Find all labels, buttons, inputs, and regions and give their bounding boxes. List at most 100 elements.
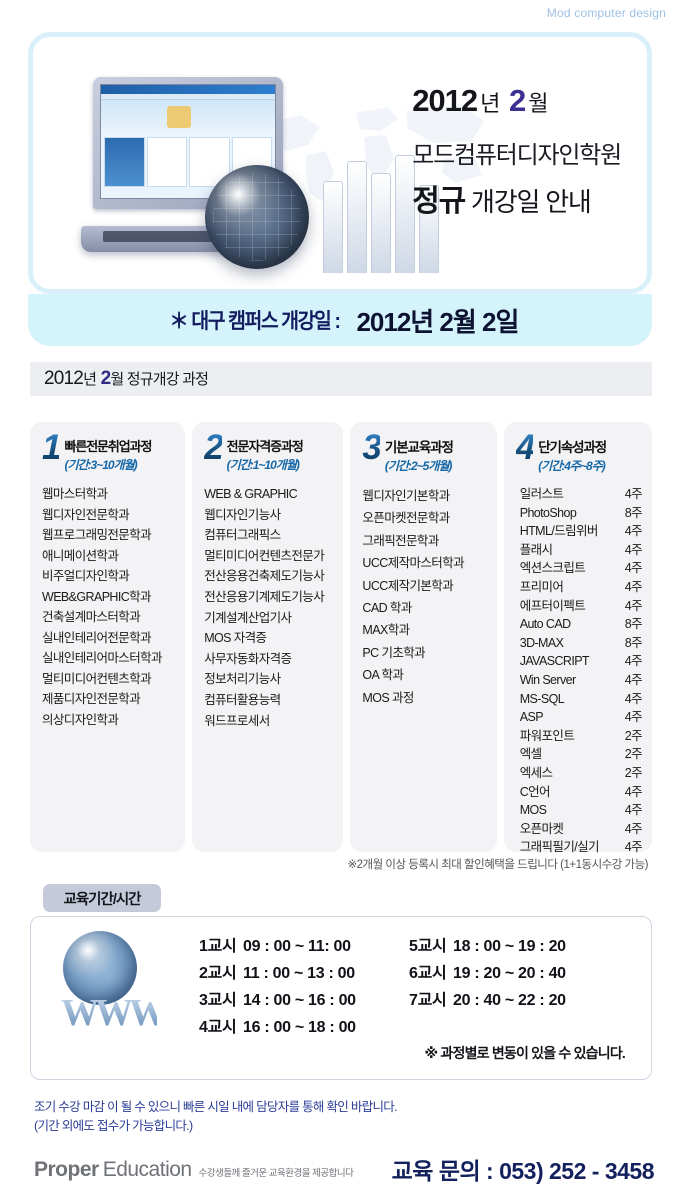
- list-item[interactable]: 컴퓨터활용능력: [204, 692, 281, 707]
- list-item[interactable]: 오픈마켓 4주: [516, 820, 643, 839]
- course-weeks: 4주: [624, 672, 643, 687]
- course-column-1-number: 1: [42, 428, 62, 467]
- course-column-2-number: 2: [204, 428, 224, 467]
- list-item[interactable]: 사무자동화자격증: [204, 651, 292, 666]
- list-item[interactable]: PC 기초학과: [362, 645, 426, 660]
- brand-logo: Proper Education 수강생들께 즐거운 교육환경을 제공합니다: [34, 1158, 354, 1182]
- list-item[interactable]: 건축설계마스터학과: [42, 610, 141, 624]
- schedule-box: WWW 1교시 09 : 00 ~ 11: 00 5교시 18 : 00 ~ 19 …: [30, 916, 652, 1080]
- course-weeks: 8주: [624, 505, 643, 520]
- list-item[interactable]: 웹디자인전문학과: [42, 507, 130, 522]
- course-column-3-number: 3: [362, 428, 382, 467]
- period-label: 7교시: [409, 992, 447, 1009]
- globe-illustration: [205, 165, 309, 269]
- list-item[interactable]: 실내인테리어전문학과: [42, 630, 152, 645]
- list-item[interactable]: MAX학과: [362, 623, 410, 638]
- course-name: 에프터이펙트: [519, 598, 586, 613]
- strip-month-unit: 월: [110, 371, 124, 388]
- list-item[interactable]: MS-SQL 4주: [516, 690, 643, 709]
- hero-month: 2: [509, 83, 526, 118]
- paper-stack-illustration: [323, 155, 443, 273]
- footer-notice-line1: 조기 수강 마감 이 될 수 있으니 빠른 시일 내에 담당자를 통해 확인 바…: [34, 1100, 398, 1114]
- list-item[interactable]: 웹디자인기능사: [204, 507, 281, 522]
- list-item[interactable]: WEB & GRAPHIC: [204, 487, 298, 501]
- list-item[interactable]: 정보처리기능사: [204, 672, 281, 687]
- list-item[interactable]: 멀티미디어컨텐츠학과: [42, 671, 152, 686]
- list-item[interactable]: ASP 4주: [516, 708, 643, 727]
- list-item[interactable]: 기계설계산업기사: [204, 610, 292, 625]
- course-columns: 1 빠른전문취업과정 (기간:3~10개월) 웹마스터학과 웹디자인전문학과 웹…: [30, 422, 652, 854]
- course-weeks: 4주: [624, 803, 643, 818]
- course-name: Auto CAD: [519, 617, 571, 632]
- course-weeks: 4주: [624, 542, 643, 557]
- list-item[interactable]: 의상디자인학과: [42, 712, 119, 727]
- list-item[interactable]: UCC제작기본학과: [362, 578, 454, 593]
- list-item[interactable]: MOS 과정: [362, 690, 414, 705]
- list-item[interactable]: 제품디자인전문학과: [42, 692, 141, 706]
- period-time: 11 : 00 ~ 13 : 00: [243, 965, 355, 982]
- list-item[interactable]: 오픈마켓전문학과: [362, 511, 450, 526]
- list-item[interactable]: Win Server 4주: [516, 671, 643, 690]
- list-item[interactable]: 웹디자인기본학과: [362, 489, 450, 503]
- list-item[interactable]: 일러스트 4주: [516, 485, 643, 504]
- course-weeks: 4주: [624, 710, 643, 725]
- schedule-row: 4교시 16 : 00 ~ 18 : 00: [199, 1014, 566, 1041]
- list-item[interactable]: 엑셀 2주: [516, 745, 643, 764]
- list-item[interactable]: 그래픽전문학과: [362, 533, 439, 548]
- list-item[interactable]: 웹마스터학과: [42, 487, 108, 501]
- course-name: 일러스트: [519, 487, 564, 501]
- list-item[interactable]: WEB&GRAPHIC학과: [42, 589, 152, 604]
- course-name: MS-SQL: [519, 691, 565, 706]
- list-item[interactable]: 컴퓨터그래픽스: [204, 528, 281, 543]
- brand-tagline: 수강생들께 즐거운 교육환경을 제공합니다: [198, 1168, 354, 1179]
- course-column-2-list: WEB & GRAPHIC 웹디자인기능사 컴퓨터그래픽스 멀티미디어컨텐츠전문…: [204, 484, 333, 731]
- course-weeks: 4주: [624, 598, 643, 613]
- list-item[interactable]: HTML/드림위버 4주: [516, 522, 643, 541]
- list-item[interactable]: 프리미어 4주: [516, 578, 643, 597]
- course-name: ASP: [519, 710, 544, 725]
- list-item[interactable]: 비주얼디자인학과: [42, 569, 130, 583]
- list-item[interactable]: Auto CAD 8주: [516, 615, 643, 634]
- course-name: Win Server: [519, 672, 576, 687]
- course-name: 엑세스: [519, 765, 553, 780]
- list-item[interactable]: UCC제작마스터학과: [362, 556, 465, 571]
- list-item[interactable]: 파워포인트 2주: [516, 727, 643, 746]
- period-time: 09 : 00 ~ 11: 00: [243, 938, 351, 955]
- period-time: 19 : 20 ~ 20 : 40: [453, 965, 566, 982]
- course-column-4-title: 단기속성과정: [538, 440, 607, 455]
- course-column-2-header: 2 전문자격증과정 (기간:1~10개월): [204, 428, 333, 473]
- list-item[interactable]: JAVASCRIPT 4주: [516, 652, 643, 671]
- list-item[interactable]: 워드프로세서: [204, 713, 270, 728]
- list-item[interactable]: MOS 4주: [516, 801, 643, 820]
- period-label: 6교시: [409, 965, 447, 982]
- list-item[interactable]: OA 학과: [362, 668, 404, 683]
- list-item[interactable]: 3D-MAX 8주: [516, 634, 643, 653]
- course-weeks: 2주: [624, 765, 643, 780]
- strip-year-unit: 년: [83, 371, 97, 388]
- schedule-row: 1교시 09 : 00 ~ 11: 00 5교시 18 : 00 ~ 19 : 20: [199, 933, 566, 960]
- list-item[interactable]: 웹프로그래밍전문학과: [42, 528, 152, 542]
- list-item[interactable]: C언어 4주: [516, 783, 643, 802]
- footer-notice: 조기 수강 마감 이 될 수 있으니 빠른 시일 내에 담당자를 통해 확인 바…: [34, 1098, 398, 1136]
- list-item[interactable]: 실내인테리어마스터학과: [42, 651, 163, 665]
- period-label: 3교시: [199, 992, 237, 1009]
- course-name: MOS: [519, 803, 547, 818]
- schedule-note: ※ 과정별로 변동이 있을 수 있습니다.: [424, 1045, 626, 1061]
- globe-icon: [63, 931, 137, 1005]
- list-item[interactable]: 플래시 4주: [516, 541, 643, 560]
- course-column-4-number: 4: [515, 428, 536, 467]
- list-item[interactable]: 그래픽필기/실기 4주: [516, 838, 643, 857]
- course-column-1-header: 1 빠른전문취업과정 (기간:3~10개월): [42, 428, 175, 473]
- list-item[interactable]: 전산응용건축제도기능사: [204, 569, 325, 584]
- www-logo-text: WWW: [61, 992, 167, 1034]
- schedule-row: 3교시 14 : 00 ~ 16 : 00 7교시 20 : 40 ~ 22 : 2…: [199, 987, 566, 1014]
- list-item[interactable]: 엑션스크립트 4주: [516, 559, 643, 578]
- list-item[interactable]: CAD 학과: [362, 601, 412, 616]
- list-item[interactable]: 에프터이펙트 4주: [516, 597, 643, 616]
- list-item[interactable]: 전산응용기계제도기능사: [204, 589, 325, 604]
- list-item[interactable]: PhotoShop 8주: [516, 504, 643, 523]
- list-item[interactable]: 엑세스 2주: [516, 764, 643, 783]
- list-item[interactable]: 애니메이션학과: [42, 548, 119, 563]
- list-item[interactable]: 멀티미디어컨텐츠전문가: [204, 548, 325, 563]
- list-item[interactable]: MOS 자격증: [204, 631, 267, 646]
